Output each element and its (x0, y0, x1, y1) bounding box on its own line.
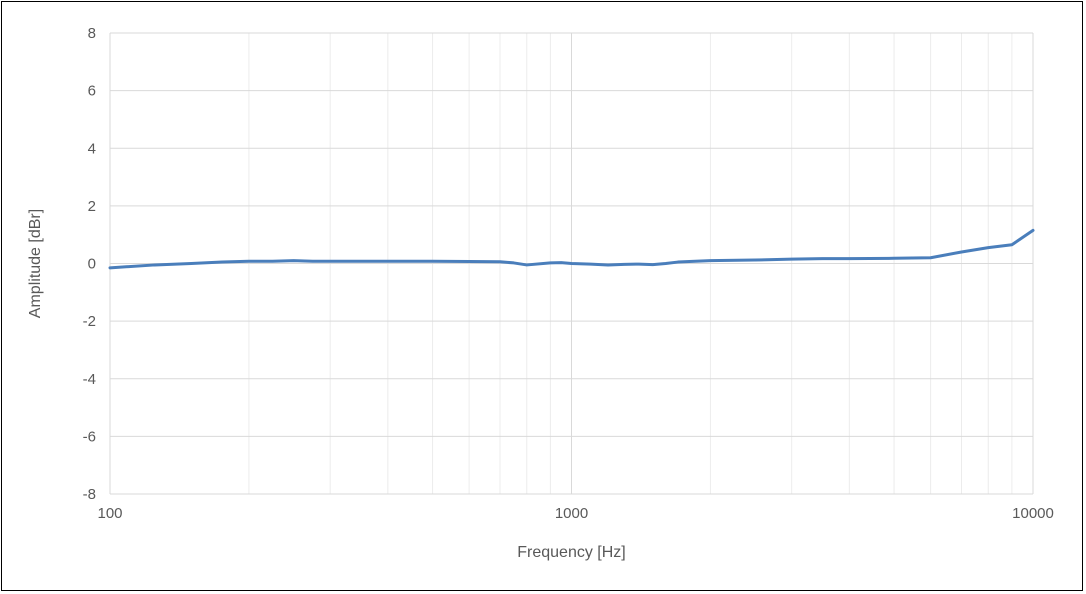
series-layer (108, 228, 1035, 270)
major-gridlines (109, 32, 1034, 495)
y-tick-label: 8 (88, 25, 96, 42)
y-tick-label: 0 (88, 256, 96, 273)
y-tick-label: 2 (88, 198, 96, 215)
y-axis-title: Amplitude [dBr] (27, 209, 44, 318)
series-line (108, 228, 1035, 270)
y-tick-label: -4 (83, 371, 96, 388)
y-axis-tick-labels: -8 -6 -4 -2 0 2 4 6 8 (83, 25, 96, 503)
x-tick-label: 100 (97, 505, 122, 522)
y-tick-label: -2 (83, 313, 96, 330)
y-tick-label: 4 (88, 140, 96, 157)
x-tick-label: 1000 (555, 505, 588, 522)
x-tick-label: 10000 (1012, 505, 1054, 522)
y-tick-label: -8 (83, 486, 96, 503)
y-tick-label: 6 (88, 83, 96, 100)
x-axis-tick-labels: 100 1000 10000 (97, 505, 1053, 522)
y-tick-label: -6 (83, 428, 96, 445)
x-axis-title: Frequency [Hz] (517, 544, 625, 561)
